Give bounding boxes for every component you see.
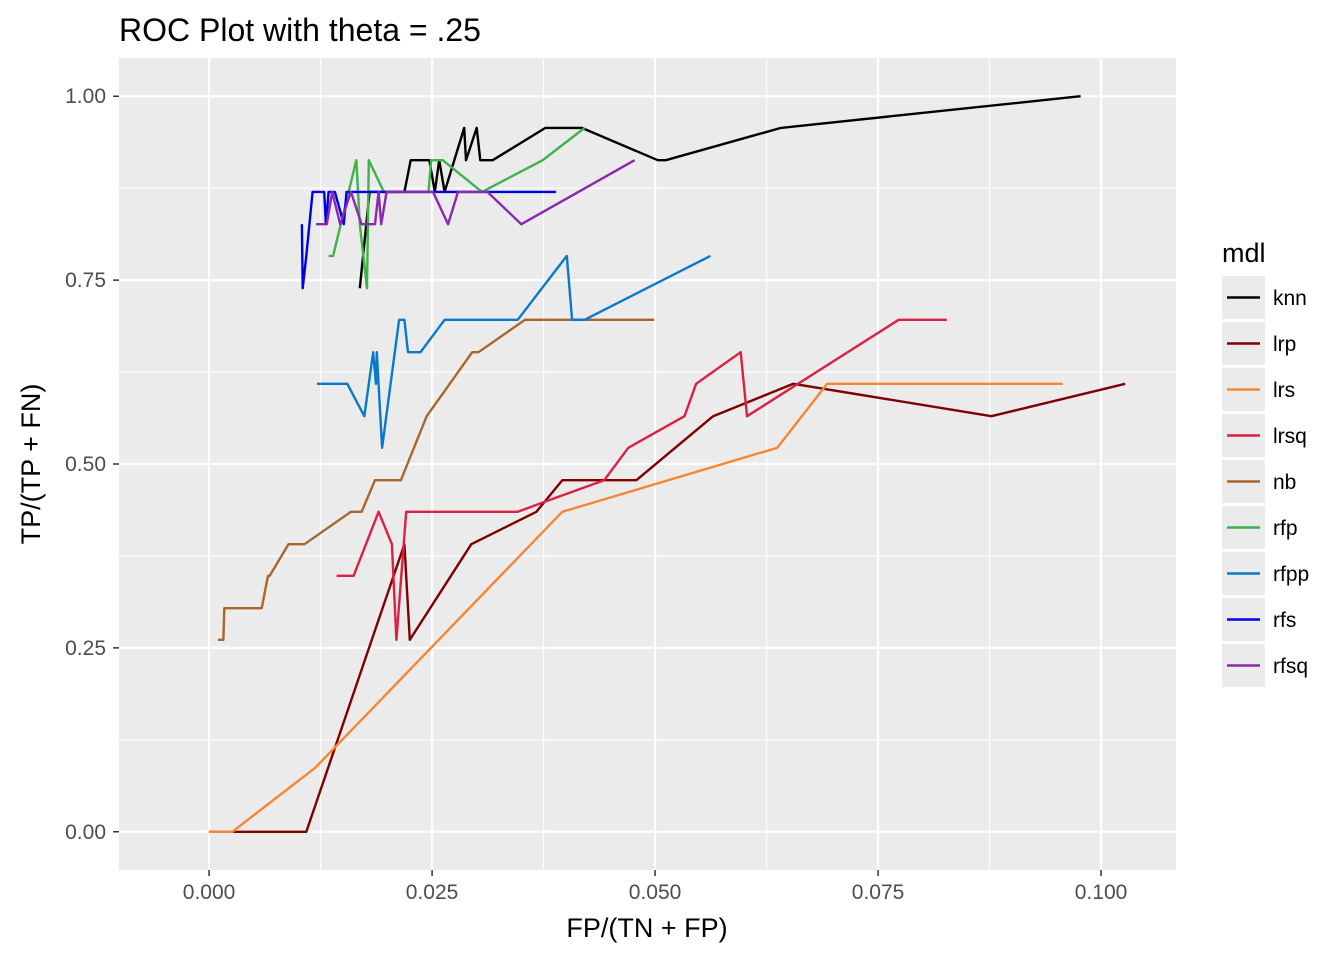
legend-label-lrs: lrs bbox=[1273, 379, 1295, 402]
series-line-lrsq bbox=[336, 318, 947, 641]
legend-label-lrp: lrp bbox=[1273, 333, 1296, 356]
legend-label-nb: nb bbox=[1273, 471, 1296, 494]
legend-label-lrsq: lrsq bbox=[1273, 425, 1307, 448]
series-line-rfsq bbox=[316, 159, 636, 226]
legend-label-rfp: rfp bbox=[1273, 517, 1298, 540]
legend-items: knn lrp lrs lrsq nb rfp rfpp rfs rfsq bbox=[1222, 276, 1309, 687]
y-axis-title: TP/(TP + FN) bbox=[16, 384, 46, 545]
legend-label-rfpp: rfpp bbox=[1273, 563, 1309, 586]
x-axis-ticks: 0.000 0.025 0.050 0.075 0.100 bbox=[183, 870, 1128, 904]
series-line-lrp bbox=[209, 382, 1126, 833]
y-tick-label: 0.75 bbox=[65, 269, 106, 292]
legend: mdl knn lrp lrs lrsq nb rfp rfpp rfs rfsq bbox=[1222, 238, 1309, 687]
legend-label-rfsq: rfsq bbox=[1273, 655, 1308, 678]
x-axis-title: FP/(TN + FP) bbox=[566, 913, 727, 943]
y-axis-ticks: 0.00 0.25 0.50 0.75 1.00 bbox=[65, 85, 119, 844]
x-tick-label: 0.075 bbox=[852, 881, 905, 904]
series-line-rfpp bbox=[317, 254, 711, 449]
y-tick-label: 1.00 bbox=[65, 85, 106, 108]
series-line-lrs bbox=[209, 382, 1063, 833]
x-tick-label: 0.000 bbox=[183, 881, 236, 904]
legend-label-rfs: rfs bbox=[1273, 609, 1296, 632]
series-lines bbox=[209, 95, 1126, 833]
y-tick-label: 0.50 bbox=[65, 453, 106, 476]
legend-title: mdl bbox=[1222, 238, 1266, 268]
x-tick-label: 0.025 bbox=[406, 881, 459, 904]
chart-title: ROC Plot with theta = .25 bbox=[119, 12, 481, 48]
series-line-nb bbox=[218, 318, 655, 641]
series-line-knn bbox=[358, 95, 1081, 289]
y-tick-label: 0.00 bbox=[65, 821, 106, 844]
x-tick-label: 0.100 bbox=[1075, 881, 1128, 904]
legend-label-knn: knn bbox=[1273, 287, 1307, 310]
y-tick-label: 0.25 bbox=[65, 637, 106, 660]
x-tick-label: 0.050 bbox=[629, 881, 682, 904]
